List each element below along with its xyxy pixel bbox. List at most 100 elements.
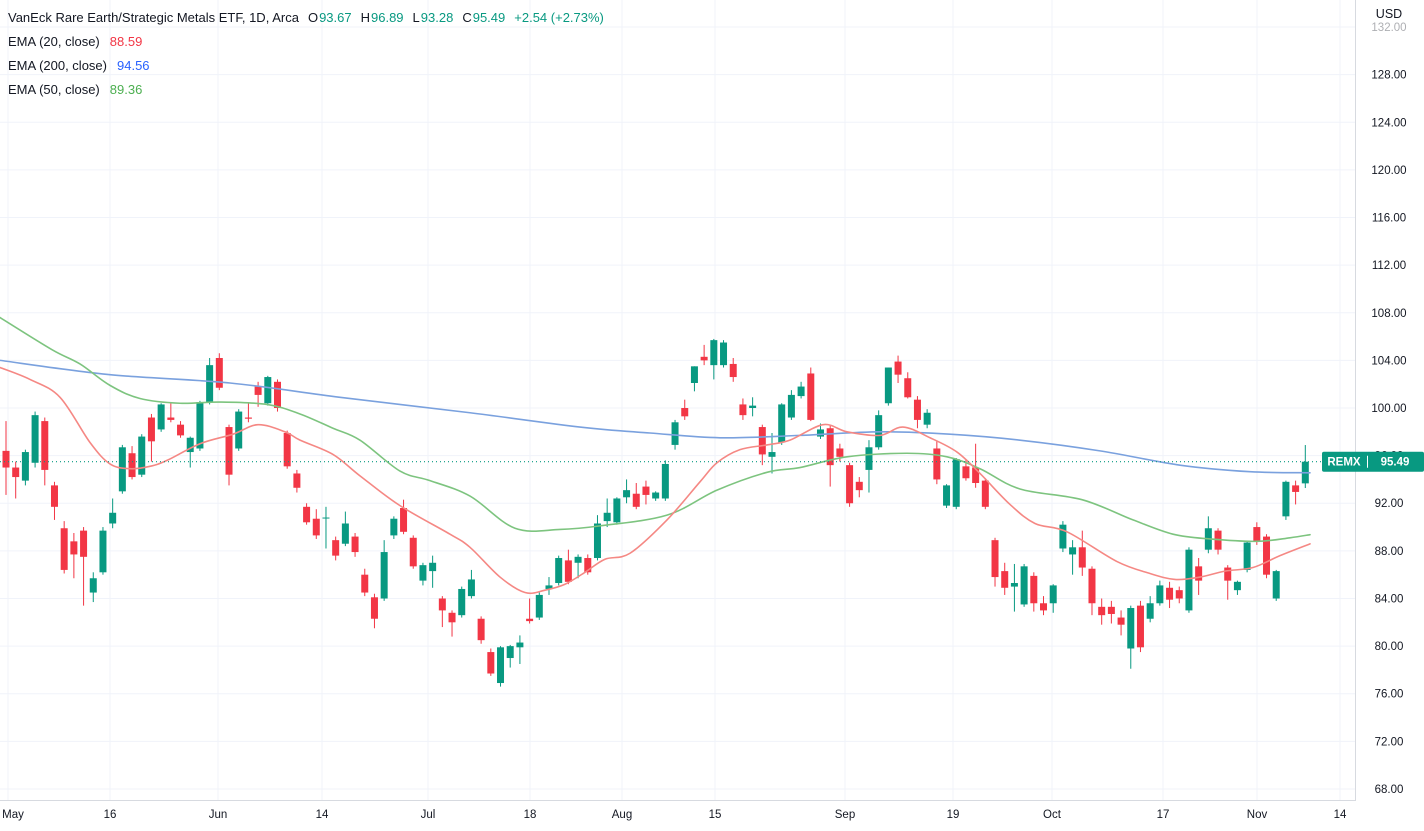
- candle-wick: [325, 506, 327, 549]
- candle: [70, 541, 78, 555]
- candle: [438, 598, 446, 611]
- candle: [516, 642, 524, 648]
- candle-wick: [1227, 565, 1229, 600]
- candle: [60, 528, 68, 570]
- candle: [923, 412, 931, 425]
- candle: [429, 562, 437, 572]
- price-tick-label: 80.00: [1375, 641, 1404, 653]
- currency-label: USD: [1376, 7, 1402, 21]
- candle: [1078, 547, 1086, 568]
- candle: [1282, 481, 1290, 517]
- price-tick-label: 104.00: [1371, 355, 1406, 367]
- candle: [962, 466, 970, 479]
- last-price-label: REMX 95.49: [1322, 451, 1424, 472]
- candle: [1049, 585, 1057, 604]
- gridlines: [0, 0, 1355, 800]
- candle: [303, 506, 311, 523]
- price-tick-label: 100.00: [1371, 403, 1406, 415]
- time-tick-label: Jun: [209, 809, 228, 821]
- candle-wick: [15, 461, 17, 499]
- candle: [1175, 590, 1183, 599]
- candle: [603, 512, 611, 522]
- candle: [283, 433, 291, 467]
- candle: [981, 480, 989, 507]
- candle: [506, 646, 514, 659]
- time-axis[interactable]: May 16 Jun 14 Jul 18 Aug 15 Sep 19 Oct 17 Nov 14: [0, 801, 1424, 831]
- candle: [816, 429, 824, 437]
- candle: [361, 574, 369, 593]
- price-tick-label: 88.00: [1375, 546, 1404, 558]
- candle: [12, 467, 20, 478]
- candle: [787, 394, 795, 418]
- candle-wick: [73, 533, 75, 579]
- price-tick-label: 92.00: [1375, 498, 1404, 510]
- candle-wick: [441, 596, 443, 628]
- candle: [972, 467, 980, 484]
- candle-wick: [451, 610, 453, 637]
- candle: [846, 465, 854, 504]
- candle: [254, 386, 262, 395]
- candle: [322, 517, 330, 519]
- price-axis-panel[interactable]: [1356, 0, 1424, 831]
- ema20-line: [0, 366, 1311, 595]
- candle: [419, 565, 427, 581]
- time-tick-label: 14: [1334, 809, 1347, 821]
- candle: [293, 473, 301, 488]
- candle: [167, 417, 175, 420]
- candle: [1263, 536, 1271, 575]
- candle: [196, 402, 204, 449]
- candle: [661, 463, 669, 499]
- candle: [332, 540, 340, 556]
- candle: [826, 428, 834, 466]
- candle: [778, 404, 786, 443]
- candle: [177, 424, 185, 436]
- candle: [390, 518, 398, 536]
- candle: [487, 652, 495, 674]
- candle: [1146, 603, 1154, 619]
- candle: [380, 552, 388, 599]
- candle: [1156, 585, 1164, 604]
- candle: [690, 366, 698, 383]
- candle: [1069, 547, 1077, 555]
- time-tick-label: Oct: [1043, 809, 1062, 821]
- candle: [215, 357, 223, 388]
- candle: [865, 447, 873, 470]
- candle-wick: [83, 527, 85, 606]
- candle: [758, 427, 766, 455]
- candle: [477, 618, 485, 641]
- candle: [1098, 606, 1106, 616]
- price-axis[interactable]: USD68.0072.0076.0080.0084.0088.0092.0096…: [1356, 0, 1424, 831]
- candle: [341, 523, 349, 544]
- candle: [351, 536, 359, 553]
- candle: [749, 405, 757, 408]
- candle: [1107, 606, 1115, 614]
- price-tick-label: 120.00: [1371, 165, 1406, 177]
- candle: [147, 417, 155, 442]
- candle: [574, 556, 582, 563]
- candle: [1272, 571, 1280, 599]
- price-tick-label: 76.00: [1375, 689, 1404, 701]
- time-axis-panel[interactable]: [0, 801, 1424, 831]
- candle: [21, 452, 29, 481]
- candle: [109, 512, 117, 524]
- candle: [710, 340, 718, 366]
- price-tick-label: 68.00: [1375, 784, 1404, 796]
- candle: [157, 404, 165, 430]
- candle-wick: [975, 443, 977, 488]
- time-tick-label: 16: [104, 809, 117, 821]
- candle: [613, 498, 621, 523]
- candle: [700, 356, 708, 361]
- candle: [1195, 566, 1203, 581]
- price-tick-label: 124.00: [1371, 117, 1406, 129]
- candle: [526, 618, 534, 622]
- candle: [370, 597, 378, 619]
- candle: [729, 363, 737, 378]
- candle: [235, 411, 243, 449]
- candle: [99, 530, 107, 573]
- price-tick-label: 116.00: [1372, 213, 1406, 225]
- candle: [1243, 542, 1251, 570]
- candle: [1010, 583, 1018, 587]
